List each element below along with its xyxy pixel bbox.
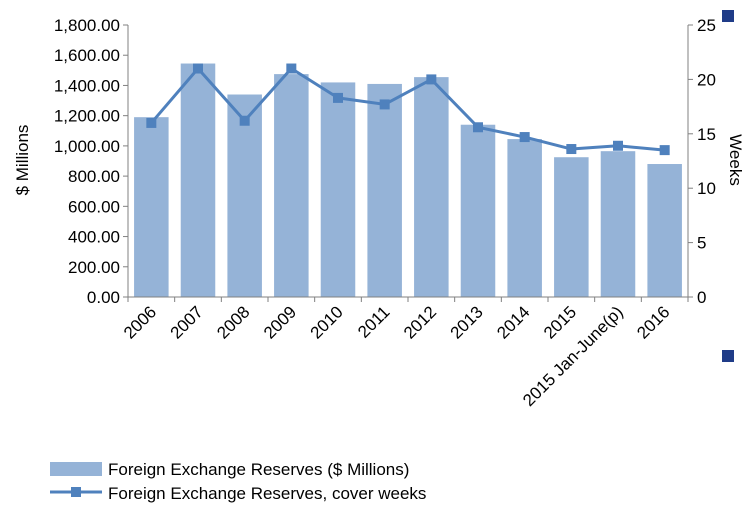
bar-2015 (554, 157, 589, 297)
right-tick-label: 15 (697, 125, 716, 144)
left-tick-label: 200.00 (68, 258, 120, 277)
line-point-2015 (566, 144, 576, 154)
line-series (146, 64, 669, 156)
bar-2016 (647, 164, 682, 297)
left-tick-labels: 0.00 200.00 400.00 600.00 800.00 1,000.00 1,20… (54, 16, 120, 307)
x-tick-label: 2011 (354, 302, 393, 341)
line-point-2010 (333, 93, 343, 103)
left-tick-label: 1,000.00 (54, 137, 120, 156)
x-tick-label: 2009 (260, 302, 300, 342)
bar-2011 (367, 84, 402, 297)
legend-line-label: Foreign Exchange Reserves, cover weeks (108, 484, 426, 503)
legend: Foreign Exchange Reserves ($ Millions) F… (50, 460, 426, 503)
line-point-2013 (473, 122, 483, 132)
legend-line-marker (71, 487, 81, 497)
x-tick-label: 2014 (493, 302, 533, 342)
line-point-2007 (193, 64, 203, 74)
right-tick-label: 0 (697, 288, 706, 307)
legend-bar-swatch (50, 462, 102, 476)
left-tick-label: 1,600.00 (54, 46, 120, 65)
x-tick-label: 2006 (120, 302, 160, 342)
bar-2007 (181, 64, 216, 297)
x-tick-label: 2013 (447, 302, 487, 342)
left-tick-label: 1,200.00 (54, 107, 120, 126)
line-point-2008 (240, 116, 250, 126)
line-point-2011 (380, 99, 390, 109)
x-tick-label: 2012 (400, 302, 440, 342)
bar-2010 (321, 82, 356, 297)
corner-square-bottom (722, 350, 734, 362)
line-point-2012 (426, 74, 436, 84)
left-tick-label: 800.00 (68, 167, 120, 186)
y2-axis-title: Weeks (726, 134, 742, 186)
right-tick-label: 20 (697, 70, 716, 89)
x-tick-label: 2016 (633, 302, 673, 342)
x-tick-labels: 2006 2007 2008 2009 2010 2011 2012 2013 2014 2015… (120, 302, 674, 410)
right-tick-labels: 0 5 10 15 20 25 (697, 16, 716, 307)
line-point-2006 (146, 118, 156, 128)
right-tick-label: 5 (697, 234, 706, 253)
corner-square-top (722, 10, 734, 22)
bar-2013 (461, 125, 496, 297)
x-tick-label: 2015 (540, 302, 580, 342)
bar-series (134, 64, 682, 297)
x-tick-label: 2010 (307, 302, 347, 342)
left-tick-label: 1,800.00 (54, 16, 120, 35)
y-axis-title: $ Millions (13, 125, 32, 196)
line-point-2014 (520, 132, 530, 142)
bar-2006 (134, 117, 169, 297)
bar-2014 (507, 139, 542, 297)
left-tick-label: 0.00 (87, 288, 120, 307)
left-tick-label: 600.00 (68, 197, 120, 216)
line-point-2016 (660, 145, 670, 155)
bar-2009 (274, 74, 309, 297)
line-point-2009 (286, 64, 296, 74)
left-tick-label: 1,400.00 (54, 76, 120, 95)
line-point-2015 Jan-June(p) (613, 141, 623, 151)
bar-2015 Jan-June(p) (601, 151, 636, 297)
right-tick-label: 25 (697, 16, 716, 35)
x-tick-label: 2007 (167, 302, 207, 342)
x-tick-label: 2008 (213, 302, 253, 342)
bar-2012 (414, 77, 449, 297)
legend-bar-label: Foreign Exchange Reserves ($ Millions) (108, 460, 409, 479)
right-tick-label: 10 (697, 179, 716, 198)
left-tick-label: 400.00 (68, 228, 120, 247)
